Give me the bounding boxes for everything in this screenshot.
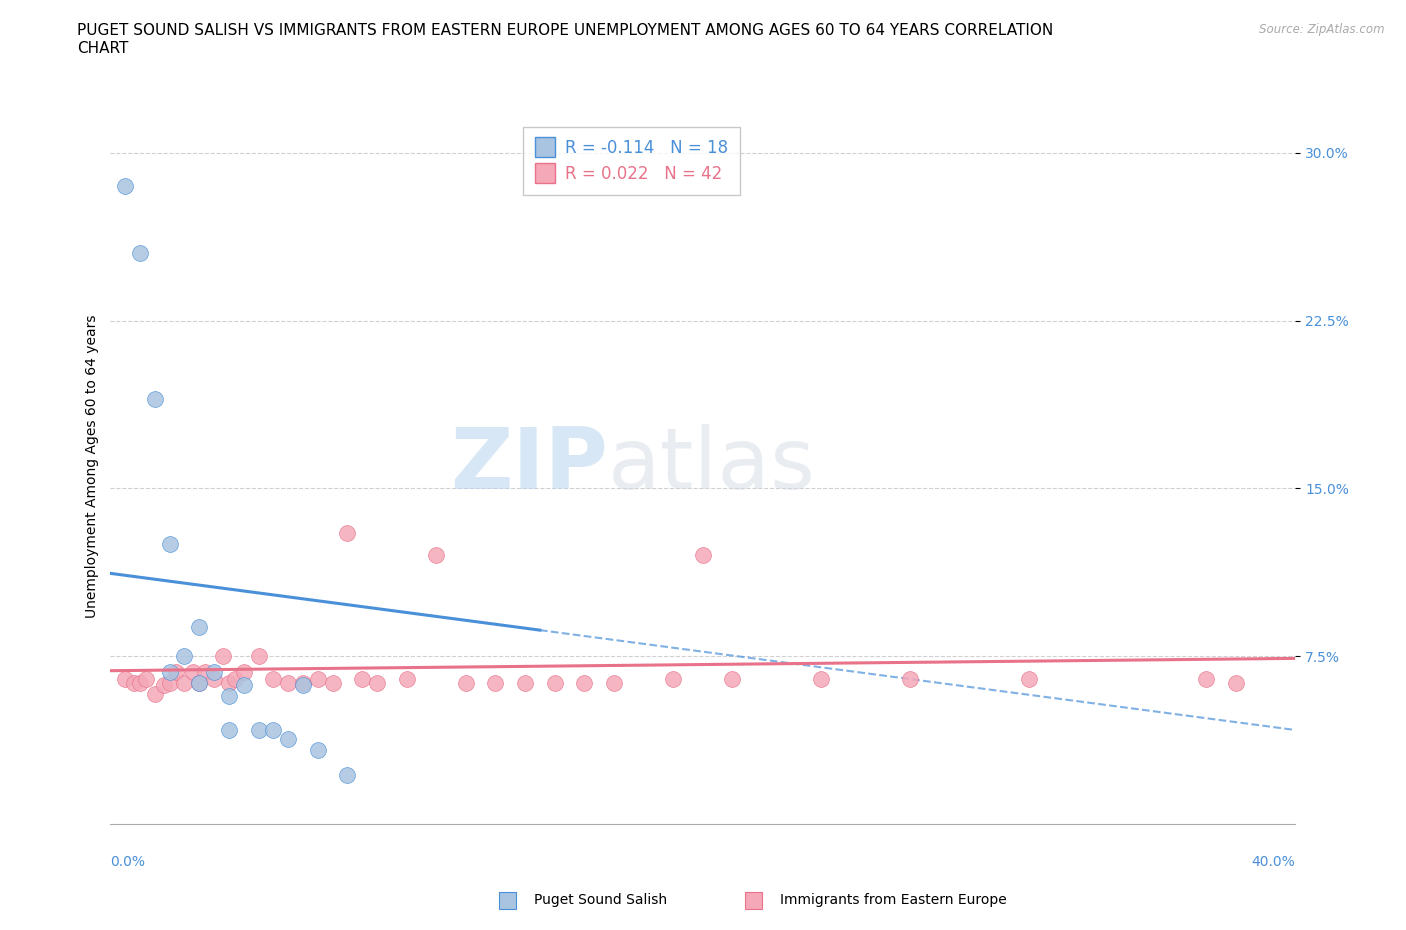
Point <box>194 664 217 679</box>
Bar <box>745 892 762 909</box>
Point <box>322 675 344 690</box>
Point <box>721 671 744 686</box>
Point <box>173 675 195 690</box>
Point <box>692 548 714 563</box>
Point <box>307 671 329 686</box>
Point <box>291 675 314 690</box>
Text: Source: ZipAtlas.com: Source: ZipAtlas.com <box>1260 23 1385 36</box>
Point <box>336 525 359 540</box>
Text: atlas: atlas <box>607 424 815 508</box>
Text: 40.0%: 40.0% <box>1251 855 1295 869</box>
Legend: R = -0.114   N = 18, R = 0.022   N = 42: R = -0.114 N = 18, R = 0.022 N = 42 <box>523 127 740 194</box>
Point <box>159 537 181 551</box>
Point <box>135 671 157 686</box>
Point <box>574 675 596 690</box>
Point <box>129 246 152 261</box>
Bar <box>499 892 516 909</box>
Point <box>1225 675 1247 690</box>
Point <box>202 671 225 686</box>
Point <box>188 619 211 634</box>
Point <box>218 689 240 704</box>
Point <box>395 671 418 686</box>
Point <box>352 671 374 686</box>
Text: 0.0%: 0.0% <box>111 855 145 869</box>
Point <box>202 664 225 679</box>
Point <box>188 675 211 690</box>
Point <box>224 671 246 686</box>
Point <box>218 723 240 737</box>
Point <box>247 649 270 664</box>
Text: Immigrants from Eastern Europe: Immigrants from Eastern Europe <box>780 893 1007 908</box>
Point <box>544 675 567 690</box>
Point <box>183 664 205 679</box>
Point <box>218 675 240 690</box>
Point <box>366 675 388 690</box>
Point <box>262 723 284 737</box>
Point <box>484 675 506 690</box>
Point <box>513 675 536 690</box>
Point <box>232 664 254 679</box>
Point <box>143 686 166 701</box>
Point <box>425 548 447 563</box>
Y-axis label: Unemployment Among Ages 60 to 64 years: Unemployment Among Ages 60 to 64 years <box>86 314 100 618</box>
Point <box>262 671 284 686</box>
Point <box>143 392 166 406</box>
Point <box>1018 671 1040 686</box>
Point <box>114 671 136 686</box>
Point <box>188 675 211 690</box>
Text: ZIP: ZIP <box>450 424 607 508</box>
Point <box>122 675 145 690</box>
Text: PUGET SOUND SALISH VS IMMIGRANTS FROM EASTERN EUROPE UNEMPLOYMENT AMONG AGES 60 : PUGET SOUND SALISH VS IMMIGRANTS FROM EA… <box>77 23 1053 56</box>
Text: Puget Sound Salish: Puget Sound Salish <box>534 893 668 908</box>
Point <box>165 664 187 679</box>
Point <box>1195 671 1218 686</box>
Point <box>662 671 685 686</box>
Point <box>454 675 477 690</box>
Point <box>247 723 270 737</box>
Point <box>898 671 921 686</box>
Point <box>810 671 832 686</box>
Point <box>159 675 181 690</box>
Point <box>212 649 235 664</box>
Point <box>129 675 152 690</box>
Point <box>114 179 136 193</box>
Point <box>603 675 626 690</box>
Point <box>336 767 359 782</box>
Point <box>232 678 254 693</box>
Point <box>159 664 181 679</box>
Point <box>152 678 174 693</box>
Point <box>291 678 314 693</box>
Point <box>277 732 299 747</box>
Point <box>173 649 195 664</box>
Point <box>307 743 329 758</box>
Point <box>277 675 299 690</box>
